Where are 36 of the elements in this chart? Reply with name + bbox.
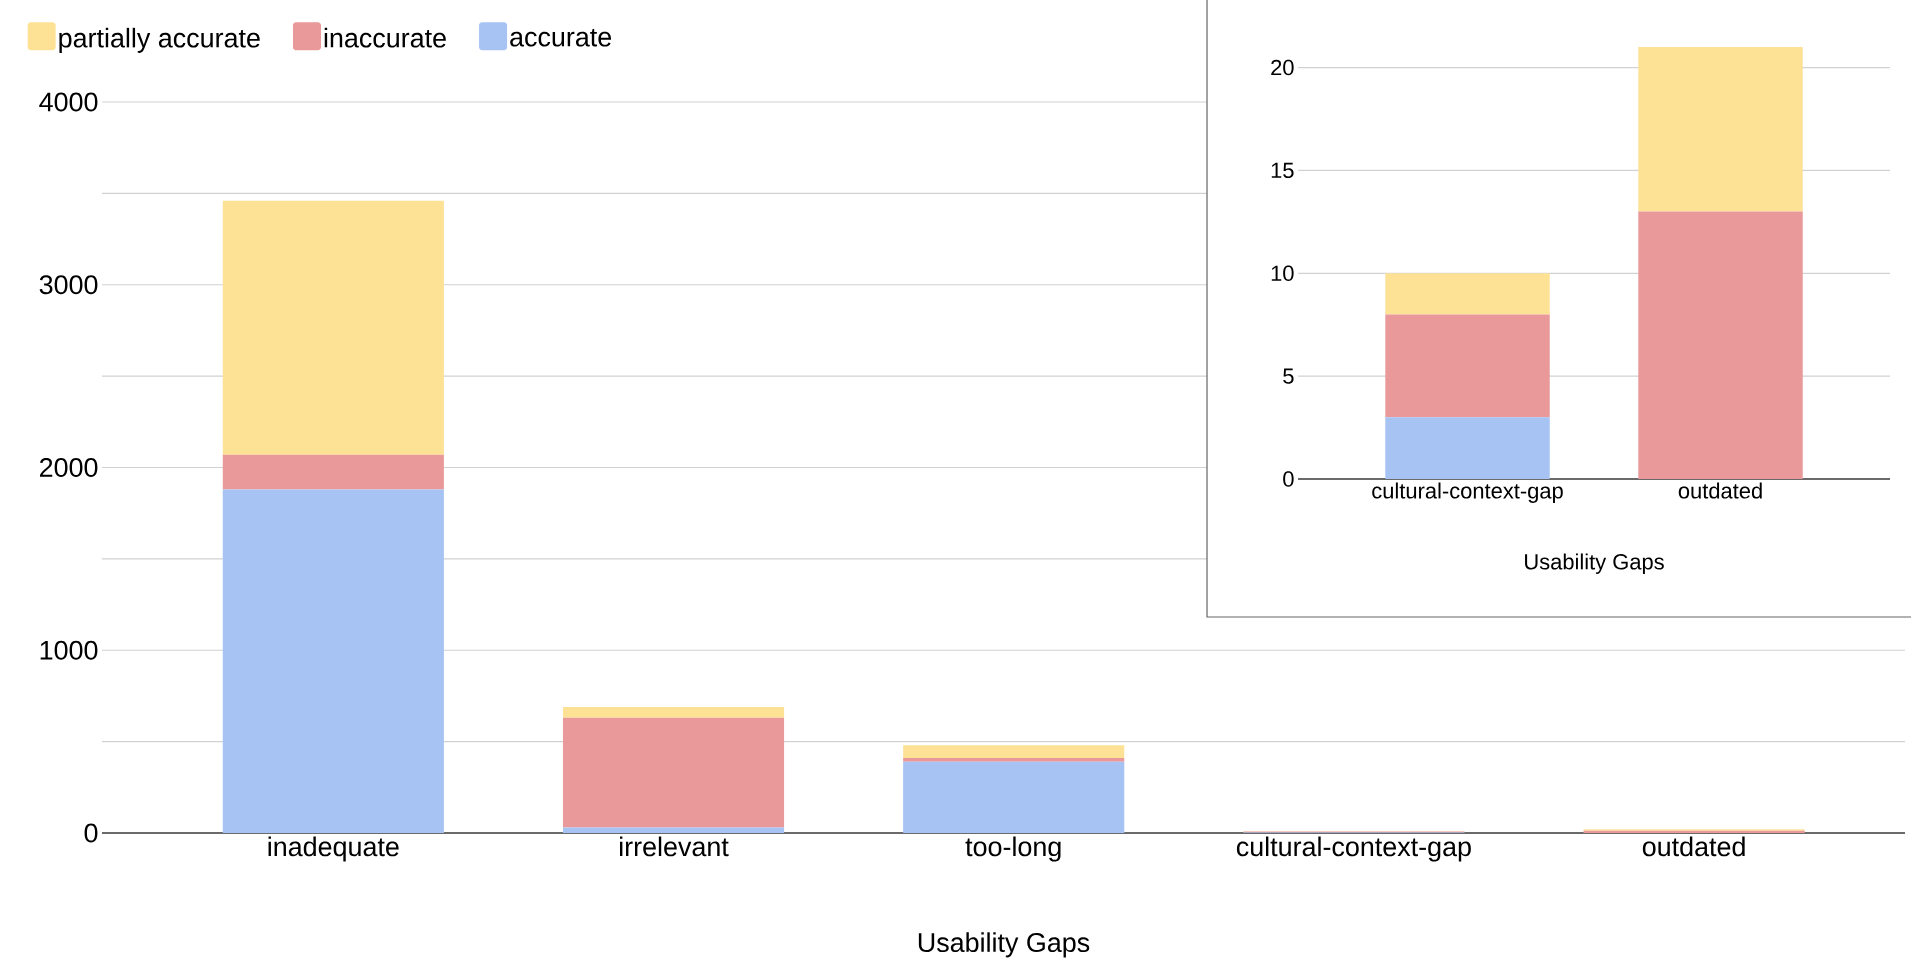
bar <box>562 827 785 833</box>
bar <box>1638 211 1803 479</box>
y-tick-label: 0 <box>84 823 98 843</box>
legend-label: inaccurate <box>324 27 446 48</box>
legend-label: accurate <box>510 28 612 47</box>
x-axis-title: Usability Gaps <box>1525 553 1664 574</box>
y-tick-label: 1000 <box>40 640 98 660</box>
y-tick-label: 3000 <box>39 275 98 295</box>
y-tick-label: 5 <box>1283 368 1294 384</box>
y-tick-label: 20 <box>1271 59 1294 76</box>
x-tick-label: irrelevant <box>620 836 729 857</box>
x-tick-label: inadequate <box>268 836 399 862</box>
bar <box>1385 273 1550 315</box>
bar <box>1638 46 1803 212</box>
x-tick-label: cultural-context-gap <box>1236 836 1471 862</box>
y-tick-label: 10 <box>1271 265 1294 282</box>
bar <box>562 717 785 828</box>
x-tick-label: outdated <box>1642 836 1745 857</box>
x-tick-label: too-long <box>965 836 1061 862</box>
bar <box>903 745 1125 759</box>
y-tick-label: 15 <box>1271 162 1294 179</box>
y-tick-label: 4000 <box>39 92 98 112</box>
y-tick-label: 0 <box>1283 471 1294 487</box>
bar <box>1385 314 1550 418</box>
x-tick-label: outdated <box>1678 482 1762 499</box>
bar <box>222 489 444 833</box>
x-axis-title: Usability Gaps <box>918 932 1090 958</box>
x-tick-label: cultural-context-gap <box>1372 482 1563 503</box>
bar <box>222 454 444 490</box>
bar <box>222 200 444 455</box>
bar <box>903 758 1125 762</box>
y-tick-label: 2000 <box>40 457 98 478</box>
legend-label: partially accurate <box>59 27 260 53</box>
bar <box>903 761 1125 833</box>
bar <box>1385 417 1550 479</box>
bar <box>562 706 785 718</box>
